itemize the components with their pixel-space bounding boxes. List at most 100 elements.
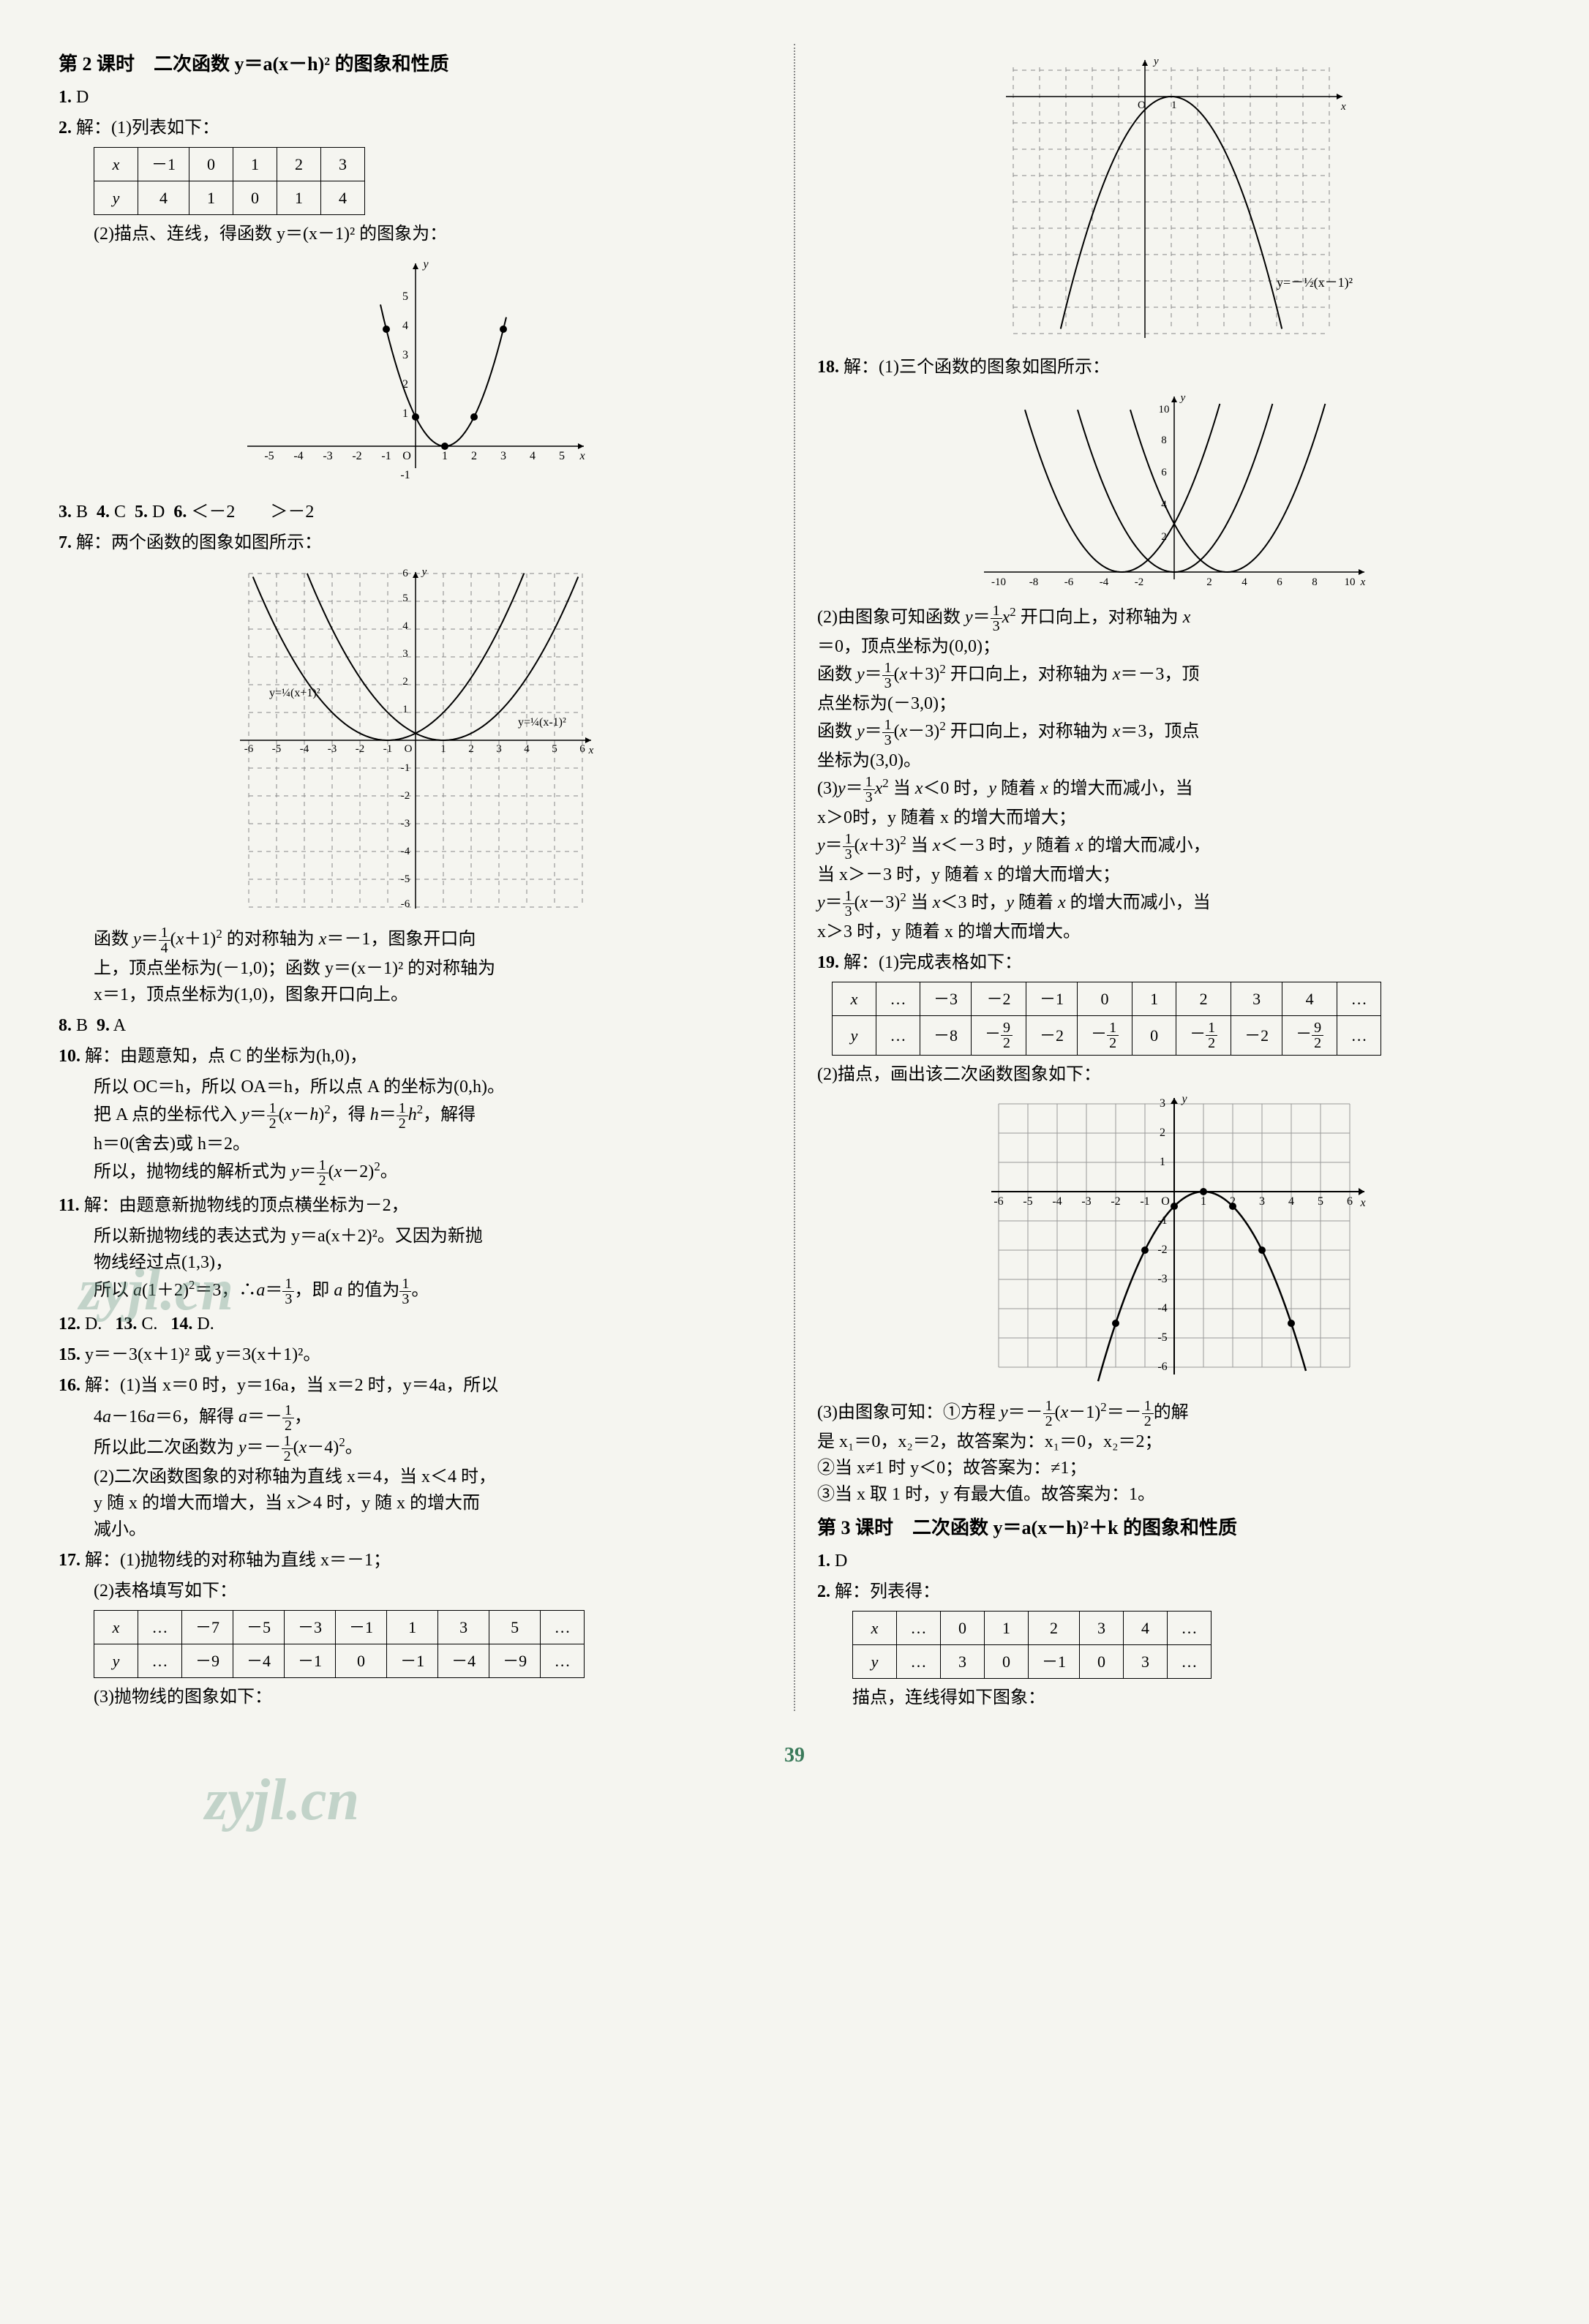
svg-text:-5: -5 [264,450,274,462]
q18-intro: 解：(1)三个函数的图象如图所示： [844,358,1110,377]
svg-text:5: 5 [559,450,565,462]
svg-text:5: 5 [552,743,557,755]
question-10: 10. 解：由题意知，点 C 的坐标为(h,0)， [59,1043,772,1069]
question-17: 17. 解：(1)抛物线的对称轴为直线 x＝－1； [59,1547,772,1573]
s3-answer-1: D [835,1552,847,1571]
q10-l2: 所以 OC＝h，所以 OA＝h，所以点 A 的坐标为(0,h)。 [94,1074,772,1100]
q10-l4: h＝0(舍去)或 h＝2。 [94,1131,772,1157]
q17-l3: (3)抛物线的图象如下： [94,1684,772,1710]
svg-text:4: 4 [402,620,408,632]
svg-text:4: 4 [1288,1195,1294,1208]
svg-text:-4: -4 [1157,1302,1167,1315]
svg-text:-1: -1 [1140,1195,1149,1208]
q18-l2: ＝0，顶点坐标为(0,0)； [817,633,1530,660]
svg-text:x: x [1340,101,1346,113]
q2-intro: 解：(1)列表如下： [76,119,219,138]
q18-l7: (3)y＝13x2 当 x＜0 时，y 随着 x 的增大而减小，当 [817,774,1530,805]
answer-15: y＝－3(x＋1)² 或 y＝3(x＋1)²。 [85,1345,320,1364]
answer-3: B [76,503,88,522]
q7-text3: x＝1，顶点坐标为(1,0)，图象开口向上。 [94,982,772,1008]
question-7: 7. 解：两个函数的图象如图所示： [59,530,772,556]
svg-text:x: x [579,450,585,462]
svg-text:-1: -1 [381,450,391,462]
svg-text:x: x [1359,576,1365,588]
svg-text:y: y [1179,392,1185,404]
s3-end: 描点，连线得如下图象： [852,1685,1530,1711]
svg-text:-5: -5 [1157,1331,1167,1344]
svg-text:-6: -6 [1157,1361,1167,1373]
svg-text:-1: -1 [400,762,410,774]
right-column: (function(){var g=document.currentScript… [817,44,1530,1711]
q8-9-line: 8. B 9. A [59,1012,772,1039]
q7-text2: 上，顶点坐标为(－1,0)；函数 y＝(x－1)² 的对称轴为 [94,955,772,982]
question-1: 1. D [59,84,772,110]
svg-text:-6: -6 [244,743,253,755]
svg-text:1: 1 [402,704,408,715]
q11-l4: 所以 a(1＋2)2＝3，∴a＝13，即 a 的值为13。 zyjl.cn [94,1276,772,1306]
svg-text:-3: -3 [400,818,410,830]
q18-l1: (2)由图象可知函数 y＝13x2 开口向上，对称轴为 x [817,603,1530,633]
svg-text:5: 5 [402,290,408,303]
q11-l1: 解：由题意新抛物线的顶点横坐标为－2， [84,1196,409,1215]
svg-text:-6: -6 [1064,576,1073,588]
column-divider [794,44,795,1711]
q16-l6: 减小。 [94,1516,772,1543]
answer-14: D. [197,1315,214,1334]
page-columns: 第 2 课时 二次函数 y＝a(x－h)² 的图象和性质 1. D 2. 解：(… [59,44,1530,1711]
q18-l11: y＝13(x－3)2 当 x＜3 时，y 随着 x 的增大而减小，当 [817,888,1530,919]
chart-down-parabola-top: (function(){var g=document.currentScript… [984,53,1364,345]
answer-4: C [114,503,126,522]
svg-text:-3: -3 [1081,1195,1091,1208]
q16-l5: y 随 x 的增大而增大，当 x＞4 时，y 随 x 的增大而 [94,1490,772,1516]
answer-13: C. [141,1315,157,1334]
svg-text:-10: -10 [991,576,1006,588]
chart-two-parabolas: (function(){var g=document.currentScript… [225,565,606,916]
chart-down-parabola-grid: (function(){var g=document.currentScript… [969,1097,1379,1389]
q18-l9: y＝13(x＋3)2 当 x＜－3 时，y 随着 x 的增大而减小， [817,831,1530,862]
page-number: 39 [59,1740,1530,1771]
q19-l3: (3)由图象可知：①方程 y＝－12(x－1)2＝－12的解 [817,1398,1530,1429]
svg-text:-4: -4 [400,846,410,857]
question-16: 16. 解：(1)当 x＝0 时，y＝16a，当 x＝2 时，y＝4a，所以 [59,1372,772,1399]
q18-l10: 当 x＞－3 时，y 随着 x 的增大而增大； [817,862,1530,888]
svg-text:y=¼(x-1)²: y=¼(x-1)² [518,716,566,729]
svg-text:y: y [421,258,429,271]
svg-text:-6: -6 [400,898,410,910]
svg-text:8: 8 [1312,576,1318,588]
svg-text:-6: -6 [993,1195,1003,1208]
svg-text:3: 3 [1259,1195,1265,1208]
svg-text:1: 1 [442,450,448,462]
svg-text:-5: -5 [400,873,410,885]
svg-text:O: O [1161,1195,1170,1208]
q12-14-line: 12. D. 13. C. 14. D. [59,1311,772,1337]
svg-text:-3: -3 [323,450,332,462]
table-row: y … 3 0 －1 0 3 … [853,1644,1212,1678]
svg-text:-4: -4 [1099,576,1108,588]
answer-5: D [152,503,165,522]
svg-text:6: 6 [1347,1195,1353,1208]
question-2: 2. 解：(1)列表如下： [59,115,772,141]
q16-l2: 4a－16a＝6，解得 a＝－12， [94,1403,772,1433]
answer-6: ＜－2 ＞－2 [191,503,314,522]
svg-text:6: 6 [1161,467,1167,478]
svg-text:6: 6 [1277,576,1282,588]
answer-9: A [113,1016,126,1035]
question-19: 19. 解：(1)完成表格如下： [817,949,1530,976]
svg-text:O: O [404,743,412,755]
svg-text:y: y [1180,1097,1187,1105]
question-18: 18. 解：(1)三个函数的图象如图所示： [817,354,1530,380]
svg-text:2: 2 [1206,576,1212,588]
table-row: x … －3 －2 －1 0 1 2 3 4 … [833,982,1381,1015]
q7-intro: 解：两个函数的图象如图所示： [76,533,322,552]
s3-q2: 2. 解：列表得： [817,1579,1530,1605]
svg-text:-5: -5 [271,743,281,755]
table-row: x －1 0 1 2 3 [94,148,365,181]
section-heading-3: 第 3 课时 二次函数 y＝a(x－h)²＋k 的图象和性质 [817,1513,1530,1542]
svg-text:y: y [420,566,427,578]
answer-12: D. [85,1315,102,1334]
q18-l5: 函数 y＝13(x－3)2 开口向上，对称轴为 x＝3，顶点 [817,717,1530,748]
svg-text:-4: -4 [293,450,303,462]
svg-text:4: 4 [524,743,530,755]
svg-text:2: 2 [1160,1127,1165,1139]
q18-l6: 坐标为(3,0)。 [817,748,1530,774]
